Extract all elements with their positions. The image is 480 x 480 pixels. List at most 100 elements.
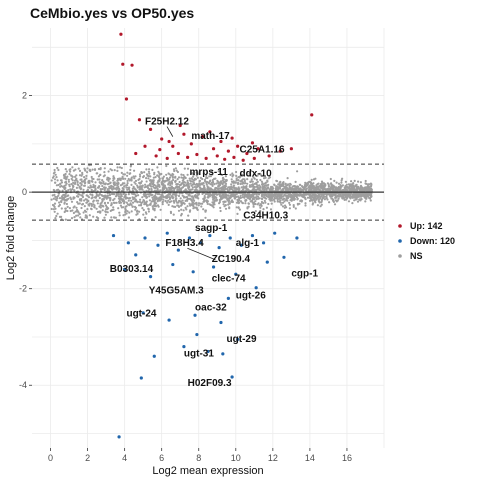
ns-point — [170, 200, 173, 203]
ns-point — [236, 212, 239, 215]
ns-point — [158, 185, 161, 188]
ns-point — [244, 185, 247, 189]
ns-point — [104, 186, 107, 189]
ns-point — [341, 192, 344, 196]
ns-point — [199, 187, 202, 190]
ns-point — [280, 203, 283, 206]
ns-point — [83, 199, 86, 202]
ns-point — [121, 183, 124, 186]
ns-point — [171, 193, 175, 196]
ns-point — [156, 166, 159, 169]
ns-point — [61, 189, 64, 192]
ns-point — [224, 200, 227, 203]
ns-point — [122, 202, 126, 205]
ns-point — [221, 173, 224, 177]
ns-point — [112, 206, 115, 209]
ns-point — [197, 197, 200, 200]
ns-point — [50, 198, 53, 201]
ns-point — [201, 202, 204, 205]
ns-point — [224, 185, 227, 188]
ns-point — [243, 196, 246, 199]
ns-point — [144, 211, 147, 214]
ns-point — [272, 198, 275, 201]
ns-point — [281, 198, 284, 201]
ns-point — [273, 200, 276, 203]
ns-point — [116, 166, 119, 169]
ns-point — [222, 203, 225, 206]
ns-point — [140, 201, 143, 205]
ns-point — [60, 200, 63, 203]
ns-point — [327, 183, 330, 186]
ns-point — [235, 177, 238, 180]
ns-point — [161, 181, 164, 185]
ns-point — [83, 184, 86, 187]
ns-point — [320, 199, 323, 203]
down-point — [165, 231, 169, 235]
down-point — [193, 313, 197, 317]
ns-point — [112, 179, 115, 182]
ns-point — [52, 197, 55, 200]
ns-point — [243, 178, 246, 181]
ns-point — [285, 197, 288, 200]
ns-point — [171, 175, 174, 178]
ns-point — [153, 173, 156, 176]
ns-point — [104, 210, 107, 213]
ns-point — [239, 182, 242, 185]
ns-point — [328, 201, 331, 204]
ns-point — [165, 189, 168, 192]
ns-point — [361, 189, 364, 192]
ns-point — [65, 189, 68, 192]
ns-point — [223, 188, 226, 191]
ns-point — [187, 214, 190, 217]
ns-point — [157, 199, 160, 202]
ns-point — [127, 188, 131, 191]
ns-point — [162, 196, 165, 199]
ns-point — [210, 170, 213, 173]
ns-point — [183, 181, 186, 184]
ns-point — [246, 178, 249, 181]
ns-point — [226, 188, 229, 191]
ns-point — [110, 216, 113, 219]
ns-point — [320, 180, 324, 183]
ns-point — [113, 197, 116, 200]
ns-point — [264, 201, 267, 204]
ns-point — [321, 184, 325, 187]
ns-point — [204, 180, 207, 183]
ns-point — [131, 196, 134, 199]
ns-point — [64, 194, 67, 198]
ns-point — [119, 178, 122, 182]
ns-point — [224, 175, 227, 178]
ns-point — [106, 188, 109, 191]
ns-point — [53, 210, 56, 213]
ns-point — [308, 180, 311, 183]
ns-point — [285, 194, 288, 197]
ns-point — [167, 199, 170, 202]
gene-label: F25H2.12 — [145, 117, 189, 128]
ns-point — [196, 208, 199, 211]
ns-point — [172, 178, 175, 182]
ns-point — [288, 201, 291, 204]
plot-panel — [32, 28, 384, 448]
ns-point — [299, 187, 302, 190]
ns-point — [103, 174, 106, 177]
ns-point — [186, 199, 189, 202]
ns-point — [280, 194, 283, 197]
gene-label: Y45G5AM.3 — [149, 286, 204, 297]
ns-point — [77, 202, 80, 205]
up-point — [121, 62, 125, 66]
ns-point — [219, 209, 222, 213]
ns-point — [283, 200, 286, 203]
gene-label: ddx-10 — [239, 169, 272, 180]
ns-point — [110, 192, 114, 196]
ns-point — [231, 194, 235, 197]
ns-point — [250, 169, 253, 172]
ns-point — [139, 204, 143, 207]
ns-point — [53, 178, 57, 181]
ns-point — [233, 197, 236, 200]
ns-point — [141, 196, 144, 199]
up-point — [195, 152, 199, 157]
ns-point — [222, 178, 225, 181]
ns-point — [304, 204, 307, 207]
ns-point — [208, 180, 212, 183]
ns-point — [81, 203, 84, 206]
